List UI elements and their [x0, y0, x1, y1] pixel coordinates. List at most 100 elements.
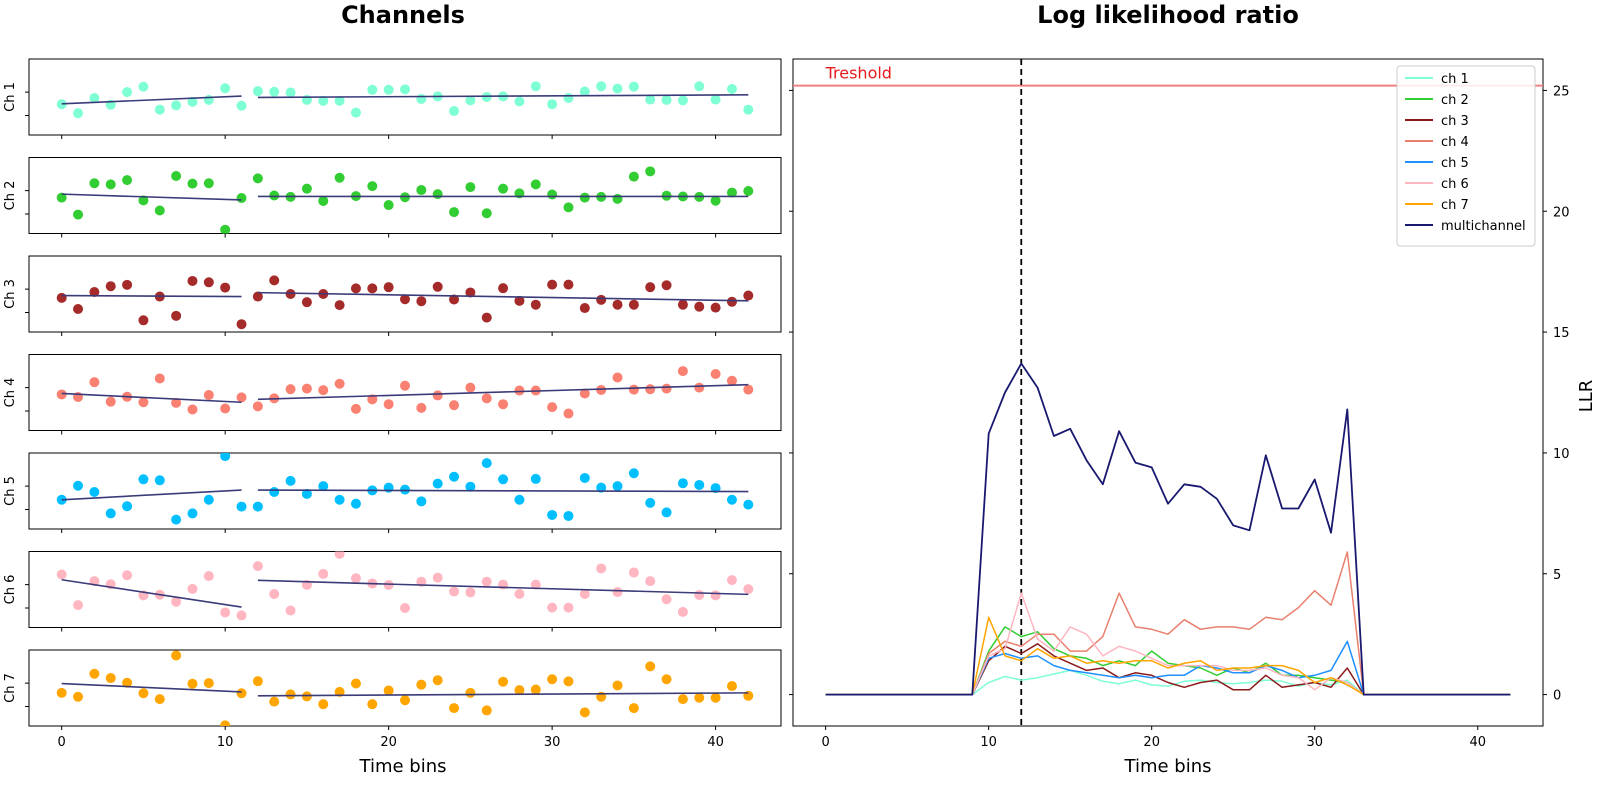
data-point — [579, 388, 590, 399]
fit-line — [257, 579, 749, 596]
legend: ch 1 ch 2 ch 3 ch 4 ch 5 ch 6 ch 7 multichannel — [1396, 65, 1536, 247]
data-point — [579, 192, 590, 203]
data-point — [122, 677, 133, 688]
data-point — [138, 474, 149, 485]
data-point — [350, 403, 361, 414]
data-point — [122, 87, 133, 98]
data-point — [105, 396, 116, 407]
data-point — [743, 290, 754, 301]
data-point — [154, 694, 165, 705]
data-point — [334, 300, 345, 311]
data-point — [416, 402, 427, 413]
data-point — [465, 687, 476, 698]
data-point — [481, 705, 492, 716]
data-point — [400, 484, 410, 495]
data-point — [743, 104, 754, 115]
data-point — [498, 474, 509, 485]
data-point — [628, 703, 639, 714]
data-point — [628, 171, 639, 182]
data-point — [269, 86, 280, 97]
y-tick-label: 20 — [1553, 205, 1570, 220]
data-point — [105, 179, 116, 190]
data-point — [105, 673, 116, 684]
channel-label: Ch 5 — [3, 476, 18, 506]
data-point — [203, 678, 214, 689]
fit-line — [61, 392, 242, 404]
data-point — [465, 382, 476, 393]
data-point — [138, 397, 149, 408]
data-point — [154, 475, 165, 486]
data-point — [89, 287, 100, 298]
data-point — [203, 390, 214, 401]
data-point — [56, 292, 67, 303]
data-point — [350, 573, 361, 584]
data-point — [350, 678, 361, 689]
data-point — [661, 507, 672, 518]
data-point — [318, 699, 329, 710]
data-point — [661, 94, 672, 105]
data-point — [334, 551, 345, 559]
channel-points — [56, 275, 754, 330]
data-point — [171, 171, 182, 182]
channel-label: Ch 4 — [3, 378, 18, 408]
data-point — [432, 281, 443, 292]
data-point — [203, 178, 214, 189]
data-point — [220, 453, 231, 462]
data-point — [236, 392, 247, 403]
data-point — [236, 193, 247, 204]
channel-label: Ch 3 — [3, 279, 18, 309]
data-point — [677, 366, 688, 377]
data-point — [579, 588, 590, 599]
data-point — [743, 186, 754, 197]
data-point — [383, 685, 394, 696]
data-point — [481, 458, 492, 469]
data-point — [645, 166, 656, 177]
data-point — [171, 650, 182, 661]
data-point — [56, 192, 67, 203]
data-point — [301, 383, 312, 394]
data-point — [236, 688, 247, 699]
data-point — [105, 281, 116, 292]
data-point — [677, 299, 688, 310]
x-tick-label: 10 — [980, 735, 997, 750]
data-point — [563, 408, 574, 419]
data-point — [203, 277, 214, 288]
threshold-label: Treshold — [825, 64, 892, 83]
channel-points — [56, 551, 754, 621]
data-point — [383, 282, 394, 293]
data-point — [236, 319, 247, 330]
data-point — [171, 397, 182, 408]
data-point — [269, 275, 280, 286]
channel-panel: Ch 1 — [3, 58, 782, 139]
data-point — [285, 384, 296, 395]
data-point — [596, 482, 607, 493]
fit-line — [61, 95, 242, 105]
data-point — [481, 312, 492, 323]
fit-line — [61, 294, 242, 298]
data-point — [73, 600, 84, 611]
data-point — [726, 681, 737, 692]
data-point — [89, 377, 100, 388]
data-point — [203, 571, 214, 582]
data-point — [171, 310, 182, 321]
data-point — [547, 279, 558, 290]
data-point — [138, 195, 149, 206]
data-point — [449, 471, 460, 482]
x-tick-label: 0 — [821, 735, 829, 750]
data-point — [628, 299, 639, 310]
data-point — [220, 282, 231, 293]
legend-label: ch 3 — [1441, 114, 1469, 129]
data-point — [612, 299, 623, 310]
y-tick-label: 0 — [1553, 689, 1561, 704]
data-point — [449, 106, 460, 117]
y-tick-label: 15 — [1553, 326, 1570, 341]
data-point — [694, 382, 705, 393]
x-tick-label: 30 — [1306, 735, 1323, 750]
data-point — [73, 209, 84, 220]
data-point — [171, 596, 182, 607]
llr-x-axis-label: Time bins — [1124, 756, 1212, 777]
data-point — [285, 289, 296, 299]
data-point — [465, 287, 476, 298]
data-point — [547, 99, 558, 110]
